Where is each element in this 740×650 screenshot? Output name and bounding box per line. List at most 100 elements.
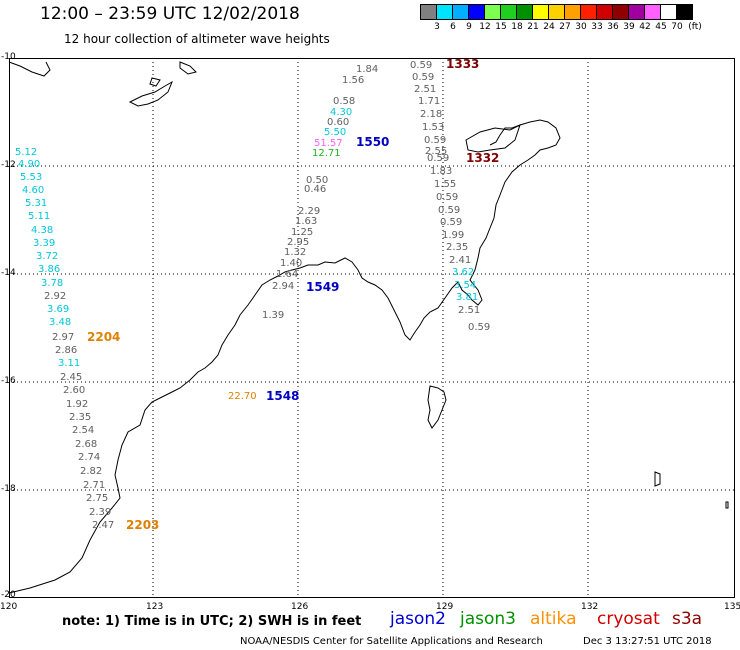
wave-height-label: 3.72	[36, 251, 59, 262]
wave-height-label: 1.92	[66, 399, 89, 410]
wave-height-label: 22.70	[228, 391, 257, 402]
wave-height-label: 0.59	[438, 205, 461, 216]
melville-island	[465, 124, 521, 153]
legend-swatch	[676, 4, 693, 20]
page-subtitle: 12 hour collection of altimeter wave hei…	[64, 32, 330, 46]
lat-tick-16: -16	[1, 376, 16, 386]
wave-height-label: 2.68	[75, 439, 98, 450]
wave-height-label: 1.63	[295, 216, 318, 227]
wave-height-label: 4.30	[330, 107, 353, 118]
legend-level: 24	[543, 22, 555, 32]
legend-level: 39	[623, 22, 635, 32]
sat-s3a: s3a	[672, 609, 703, 629]
wave-height-label: 0.59	[427, 153, 450, 164]
map-grid	[9, 58, 735, 598]
wave-height-label: 3.54	[454, 280, 477, 291]
color-legend	[420, 4, 693, 20]
wave-height-label: 0.59	[468, 322, 491, 333]
bathurst-island	[427, 385, 447, 429]
pass-id-label: 1549	[306, 280, 340, 294]
wave-height-label: 2.55	[425, 146, 448, 157]
wave-height-label: 2.82	[80, 466, 103, 477]
legend-level: 30	[575, 22, 587, 32]
pass-id-label: 2203	[126, 518, 160, 532]
lat-tick-10: -10	[1, 52, 16, 62]
wave-height-label: 2.74	[78, 452, 101, 463]
wave-height-label: 5.12	[15, 147, 38, 158]
lat-tick-14: -14	[1, 268, 16, 278]
wave-height-label: 1.71	[418, 96, 441, 107]
wave-height-label: 2.92	[44, 291, 67, 302]
wave-height-label: 0.50	[306, 175, 329, 186]
page-title: 12:00 – 23:59 UTC 12/02/2018	[40, 4, 300, 24]
wave-height-label: 3.78	[41, 278, 64, 289]
wave-height-label: 2.35	[69, 412, 92, 423]
wave-height-label: 3.69	[47, 304, 70, 315]
lon-tick-132: 132	[581, 602, 599, 612]
wave-height-label: 2.54	[72, 425, 95, 436]
coastline	[8, 61, 729, 594]
wave-height-label: 5.31	[25, 198, 48, 209]
wave-height-label: 2.51	[414, 84, 437, 95]
wave-height-label: 1.55	[434, 179, 457, 190]
wave-height-label: 1.53	[422, 122, 445, 133]
legend-level: 12	[479, 22, 491, 32]
small-island-1	[179, 61, 197, 75]
wave-height-label: 2.71	[83, 480, 106, 491]
legend-level: 15	[495, 22, 507, 32]
pass-id-label: 1332	[466, 151, 500, 165]
legend-level: 6	[450, 22, 456, 32]
lon-tick-120: 120	[0, 602, 18, 612]
wave-height-label: 0.59	[410, 60, 433, 71]
wave-height-label: 2.47	[92, 520, 115, 531]
wave-height-label: 4.90	[18, 159, 41, 170]
wave-height-label: 5.50	[324, 127, 347, 138]
wave-height-label: 5.53	[20, 172, 43, 183]
legend-level: 42	[639, 22, 651, 32]
legend-level: 9	[466, 22, 472, 32]
wave-height-label: 3.86	[38, 264, 61, 275]
lon-tick-129: 129	[436, 602, 454, 612]
wave-height-label: 1.64	[276, 269, 299, 280]
wave-height-label: 1.40	[280, 258, 303, 269]
wave-height-label: 0.59	[424, 135, 447, 146]
wave-height-label: 3.39	[33, 238, 56, 249]
wave-height-label: 3.48	[49, 317, 72, 328]
pass-id-label: 1548	[266, 389, 300, 403]
wave-height-label: 0.58	[333, 96, 356, 107]
lat-tick-18: -18	[1, 484, 16, 494]
australia-coast	[8, 119, 561, 594]
wave-height-label: 1.25	[291, 227, 314, 238]
wave-height-label: 2.60	[63, 385, 86, 396]
legend-level: 70	[671, 22, 683, 32]
wave-height-label: 0.59	[436, 192, 459, 203]
small-island-3	[654, 471, 661, 487]
wave-height-label: 0.60	[327, 117, 350, 128]
wave-height-label: 2.97	[52, 332, 75, 343]
timor-island	[128, 80, 173, 107]
wave-height-label: 12.71	[312, 148, 341, 159]
wave-height-label: 3.62	[452, 267, 475, 278]
small-island-4	[725, 501, 729, 509]
legend-unit: (ft)	[688, 22, 702, 32]
pass-id-label: 1550	[356, 135, 390, 149]
wave-height-label: 2.94	[272, 281, 295, 292]
wave-height-label: 2.95	[287, 237, 310, 248]
wave-height-label: 2.75	[86, 493, 109, 504]
sat-jason2: jason2	[390, 609, 446, 629]
small-island-2	[149, 77, 161, 87]
wave-height-label: 1.83	[430, 166, 453, 177]
lon-tick-126: 126	[291, 602, 309, 612]
wave-height-label: 5.11	[28, 211, 51, 222]
wave-height-label: 4.60	[22, 185, 45, 196]
lon-tick-123: 123	[146, 602, 164, 612]
wave-height-label: 2.18	[420, 109, 443, 120]
wave-height-label: 2.45	[60, 372, 83, 383]
wave-height-label: 2.29	[298, 206, 321, 217]
wave-height-label: 4.38	[31, 225, 54, 236]
wave-height-label: 1.99	[442, 230, 465, 241]
pass-id-label: 1333	[446, 57, 480, 71]
sat-altika: altika	[530, 609, 577, 629]
wave-height-label: 2.86	[55, 345, 78, 356]
wave-height-label: 3.11	[58, 358, 81, 369]
